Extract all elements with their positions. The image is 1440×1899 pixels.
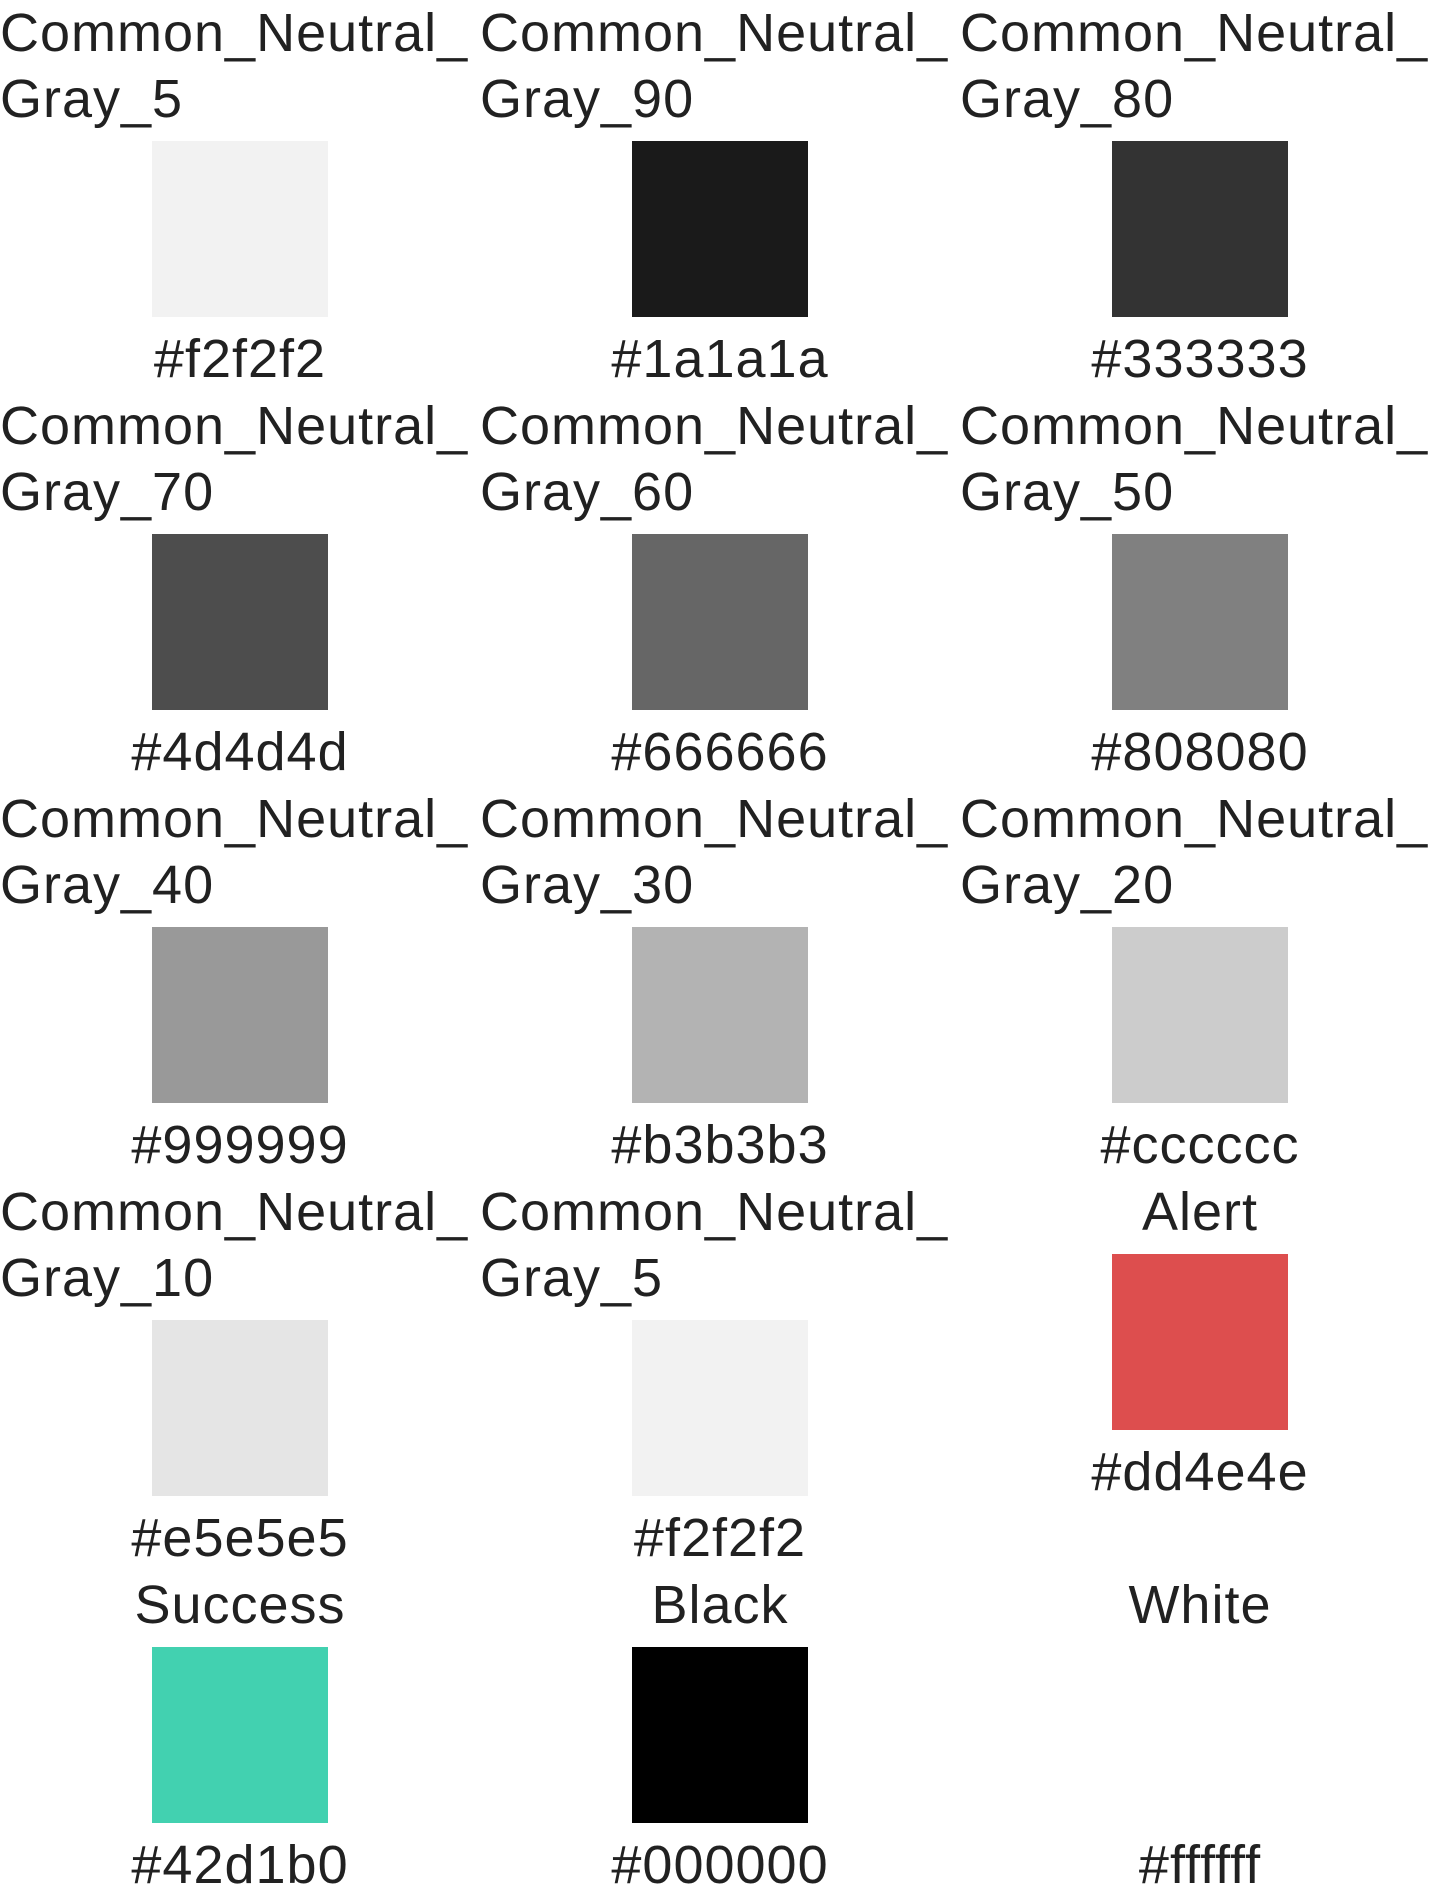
swatch-name: Common_Neutral​_Gray_40 bbox=[0, 789, 469, 915]
swatch-hex-value: #4d4d4d bbox=[131, 722, 349, 782]
swatch-name: Common_Neutral​_Gray_5 bbox=[0, 3, 469, 129]
color-swatch bbox=[1112, 534, 1288, 710]
color-swatch bbox=[152, 141, 328, 317]
swatch-hex-value: #42d1b0 bbox=[131, 1835, 349, 1895]
color-swatch bbox=[632, 1320, 808, 1496]
swatch-hex-value: #f2f2f2 bbox=[633, 1508, 807, 1568]
swatch-name: Common_Neutral​_Gray_80 bbox=[960, 3, 1429, 129]
swatch-name: Common_Neutral​_Gray_90 bbox=[480, 3, 949, 129]
swatch-hex-value: #cccccc bbox=[1100, 1115, 1300, 1175]
color-swatch bbox=[632, 927, 808, 1103]
swatch-name: Common_Neutral​_Gray_5 bbox=[480, 1182, 949, 1308]
color-swatch bbox=[152, 534, 328, 710]
swatch-name: Common_Neutral​_Gray_50 bbox=[960, 396, 1429, 522]
swatch-hex-value: #333333 bbox=[1091, 329, 1309, 389]
swatch-name: Success bbox=[134, 1575, 346, 1635]
swatch-hex-value: #dd4e4e bbox=[1091, 1442, 1309, 1502]
color-swatch bbox=[152, 927, 328, 1103]
swatch-name: Alert bbox=[1141, 1182, 1259, 1242]
swatch-name: White bbox=[1128, 1575, 1272, 1635]
color-swatch bbox=[632, 1647, 808, 1823]
swatch-name: Common_Neutral​_Gray_60 bbox=[480, 396, 949, 522]
swatch-hex-value: #ffffff bbox=[1138, 1835, 1262, 1895]
swatch-hex-value: #1a1a1a bbox=[611, 329, 829, 389]
color-swatch bbox=[1112, 1647, 1288, 1823]
swatch-name: Common_Neutral​_Gray_10 bbox=[0, 1182, 469, 1308]
swatch-name: Common_Neutral​_Gray_30 bbox=[480, 789, 949, 915]
color-swatch bbox=[1112, 1254, 1288, 1430]
swatch-hex-value: #808080 bbox=[1091, 722, 1309, 782]
color-swatch bbox=[632, 534, 808, 710]
swatch-name: Common_Neutral​_Gray_70 bbox=[0, 396, 469, 522]
swatch-hex-value: #999999 bbox=[131, 1115, 349, 1175]
swatch-hex-value: #e5e5e5 bbox=[131, 1508, 349, 1568]
color-swatch bbox=[152, 1647, 328, 1823]
swatch-hex-value: #666666 bbox=[611, 722, 829, 782]
color-swatch bbox=[152, 1320, 328, 1496]
swatch-hex-value: #b3b3b3 bbox=[611, 1115, 829, 1175]
swatch-hex-value: #000000 bbox=[611, 1835, 829, 1895]
swatch-name: Common_Neutral​_Gray_20 bbox=[960, 789, 1429, 915]
swatch-name: Black bbox=[651, 1575, 789, 1635]
color-swatch bbox=[632, 141, 808, 317]
color-swatch bbox=[1112, 927, 1288, 1103]
color-swatch bbox=[1112, 141, 1288, 317]
swatch-hex-value: #f2f2f2 bbox=[153, 329, 327, 389]
